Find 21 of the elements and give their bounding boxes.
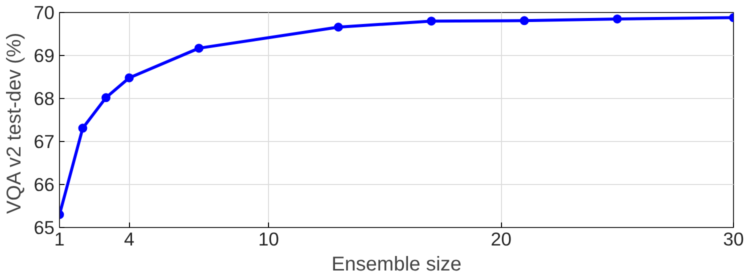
point — [124, 73, 134, 82]
x-axis-title: Ensemble size — [331, 254, 462, 276]
y-axis-title: VQA v2 test-dev (%) — [4, 32, 26, 214]
x-tick-label: 1 — [54, 228, 65, 250]
point — [194, 44, 204, 53]
x-tick-label: 20 — [490, 228, 512, 250]
x-tick-label: 10 — [258, 228, 280, 250]
y-tick-label: 68 — [34, 88, 55, 109]
y-tick-label: 65 — [34, 217, 55, 238]
x-tick-label: 30 — [723, 228, 744, 250]
y-tick-label: 69 — [34, 45, 55, 66]
point — [612, 14, 622, 24]
point — [101, 93, 110, 102]
point — [78, 124, 88, 133]
point — [520, 16, 529, 26]
point — [334, 22, 343, 32]
y-tick-label: 70 — [34, 2, 55, 23]
x-tick-label: 4 — [124, 228, 134, 250]
y-tick-label: 67 — [34, 131, 55, 152]
point — [426, 16, 436, 26]
y-tick-label: 66 — [34, 174, 55, 195]
